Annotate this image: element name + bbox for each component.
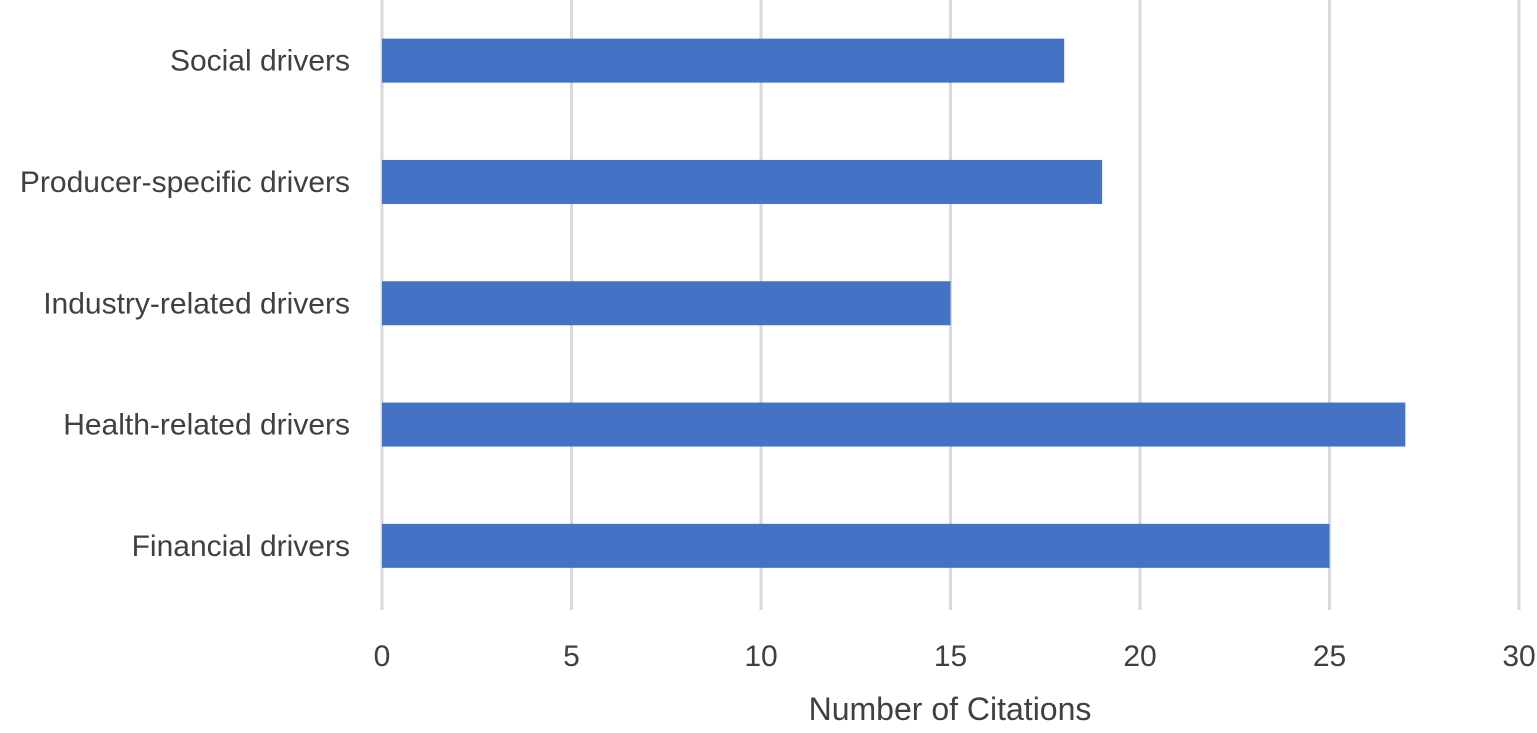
category-label: Health-related drivers — [63, 409, 350, 442]
bars — [382, 38, 1406, 568]
x-axis-title: Number of Citations — [809, 691, 1092, 727]
bar-industry-related-drivers — [382, 281, 951, 326]
x-tick-label: 5 — [563, 640, 580, 673]
bar-health-related-drivers — [382, 402, 1406, 447]
x-tick-label: 20 — [1123, 640, 1156, 673]
category-label: Social drivers — [170, 45, 350, 78]
bar-social-drivers — [382, 38, 1065, 83]
x-tick-label: 10 — [744, 640, 777, 673]
x-tick-label: 30 — [1502, 640, 1535, 673]
category-labels: Social drivers Producer-specific drivers I… — [20, 45, 350, 563]
bar-financial-drivers — [382, 523, 1330, 568]
category-label: Producer-specific drivers — [20, 166, 350, 199]
category-label: Financial drivers — [132, 530, 350, 563]
x-tick-label: 0 — [374, 640, 391, 673]
category-label: Industry-related drivers — [43, 287, 350, 320]
x-tick-label: 25 — [1313, 640, 1346, 673]
bar-producer-specific-drivers — [382, 159, 1103, 204]
x-tick-labels: 0 5 10 15 20 25 30 — [374, 640, 1536, 673]
x-tick-label: 15 — [934, 640, 967, 673]
